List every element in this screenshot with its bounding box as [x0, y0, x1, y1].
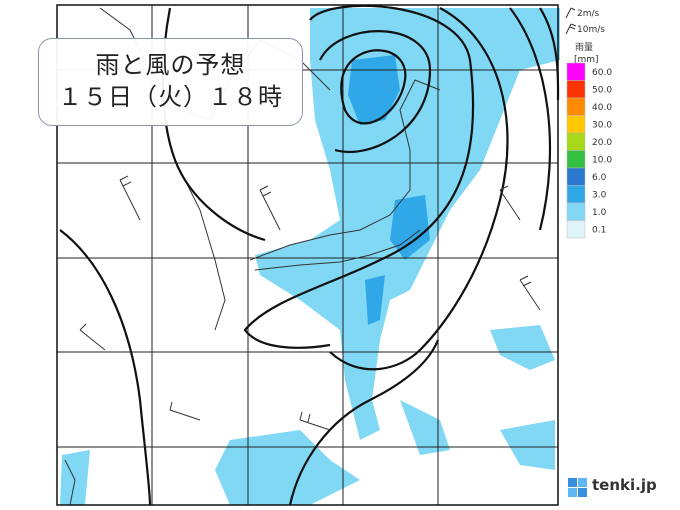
legend-swatch	[566, 132, 586, 151]
wind-legend-icon	[565, 7, 577, 35]
legend-label: 6.0	[592, 173, 607, 183]
legend-swatch	[566, 185, 586, 204]
legend-swatch	[566, 220, 586, 239]
legend-label: 10.0	[592, 155, 612, 165]
legend-label: 30.0	[592, 120, 612, 130]
legend-swatch	[566, 115, 586, 134]
rain-area-heavy	[348, 55, 430, 325]
map-frame	[56, 4, 559, 506]
legend-label: 0.1	[592, 225, 606, 235]
logo-icon	[568, 478, 587, 497]
legend-swatch	[566, 202, 586, 221]
wind-barb	[79, 175, 541, 431]
wind-legend-label: 10m/s	[577, 25, 605, 35]
wind-legend-label: 2m/s	[577, 9, 600, 19]
legend-label: 3.0	[592, 190, 607, 200]
legend-swatch	[566, 62, 586, 81]
legend-label: 20.0	[592, 138, 612, 148]
logo: tenki.jp	[592, 476, 657, 494]
title-line: １５日（火）１８時	[58, 83, 283, 111]
rain-legend-title: 雨量	[575, 42, 593, 53]
legend-label: 1.0	[592, 208, 607, 218]
title-box: 雨と風の予想 １５日（火）１８時	[38, 38, 303, 126]
legend-label: 60.0	[592, 68, 612, 78]
title-line: 雨と風の予想	[95, 51, 246, 79]
legend-swatch	[566, 150, 586, 169]
legend-label: 50.0	[592, 85, 612, 95]
legend-swatch	[566, 80, 586, 99]
rain-legend: 60.0 50.0 40.0 30.0 20.0 10.0 6.0 3.0 1.0 0.1	[566, 62, 612, 239]
legend-swatch	[566, 167, 586, 186]
isobar	[59, 4, 560, 506]
legend-label: 40.0	[592, 103, 612, 113]
legend-swatch	[566, 97, 586, 116]
rain-legend-unit: [mm]	[574, 55, 599, 65]
